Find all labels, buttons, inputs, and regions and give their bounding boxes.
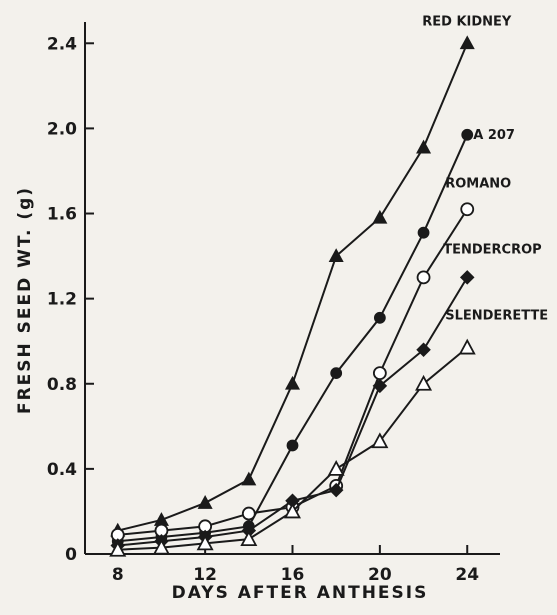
x-tick-label: 16 xyxy=(281,565,305,585)
x-tick-label: 8 xyxy=(112,565,124,585)
data-point xyxy=(241,506,256,521)
series-line-red-kidney xyxy=(117,42,469,532)
data-point xyxy=(416,139,432,154)
data-point xyxy=(416,342,431,357)
series-label-red-kidney: RED KIDNEY xyxy=(422,14,512,29)
data-point xyxy=(372,209,388,224)
data-point xyxy=(286,439,299,452)
data-point xyxy=(458,338,476,355)
y-tick-label: 1.2 xyxy=(47,290,77,310)
data-point xyxy=(328,482,344,498)
y-tick-label: 0 xyxy=(65,545,77,565)
y-tick-label: 0.8 xyxy=(47,375,77,395)
series-label-romano: ROMANO xyxy=(445,176,511,191)
series-layer: RED KIDNEY A 207 ROMANO TENDERCROP SLENDERET… xyxy=(109,14,548,557)
x-tick-label: 12 xyxy=(193,565,217,585)
data-point xyxy=(459,35,475,50)
x-tick-label: 20 xyxy=(368,565,392,585)
series-label-tendercrop: TENDERCROP xyxy=(443,242,541,257)
series-red-kidney: RED KIDNEY xyxy=(110,14,512,537)
data-point xyxy=(284,375,301,390)
data-point xyxy=(109,540,127,557)
y-tick-label: 1.6 xyxy=(47,205,77,225)
data-point xyxy=(241,471,257,486)
data-point xyxy=(415,374,433,391)
series-tendercrop: TENDERCROP xyxy=(110,242,542,553)
data-point xyxy=(330,367,343,380)
series-label-slenderette: SLENDERETTE xyxy=(445,309,548,324)
data-point xyxy=(460,202,475,217)
data-point xyxy=(283,502,302,519)
data-point xyxy=(372,366,387,381)
data-point xyxy=(240,530,258,547)
data-point xyxy=(373,311,386,324)
data-point xyxy=(327,459,345,476)
series-label-a-207: A 207 xyxy=(473,128,515,143)
series-slenderette: SLENDERETTE xyxy=(109,309,548,557)
data-point xyxy=(371,432,389,449)
data-point xyxy=(459,270,475,285)
y-tick-label: 0.4 xyxy=(47,460,77,480)
axes: 8 12 16 20 24 0 0.4 0.8 1.2 1.6 2.0 2.4 xyxy=(47,22,500,585)
series-line-a-207 xyxy=(117,134,469,543)
y-axis-title: FRESH SEED WT. (g) xyxy=(15,186,35,414)
data-point xyxy=(461,128,474,141)
x-axis-title: DAYS AFTER ANTHESIS xyxy=(172,583,429,603)
data-point xyxy=(152,538,170,555)
data-point xyxy=(416,270,431,285)
x-tick-label: 24 xyxy=(455,565,479,585)
series-romano: ROMANO xyxy=(110,176,511,542)
y-tick-label: 2.0 xyxy=(47,119,77,139)
data-point xyxy=(372,378,388,394)
series-line-romano xyxy=(117,208,469,536)
data-point xyxy=(417,226,430,239)
data-point xyxy=(197,495,213,509)
data-point xyxy=(153,512,169,526)
data-point xyxy=(196,534,214,551)
data-point xyxy=(328,248,344,262)
y-tick-label: 2.4 xyxy=(47,34,77,54)
